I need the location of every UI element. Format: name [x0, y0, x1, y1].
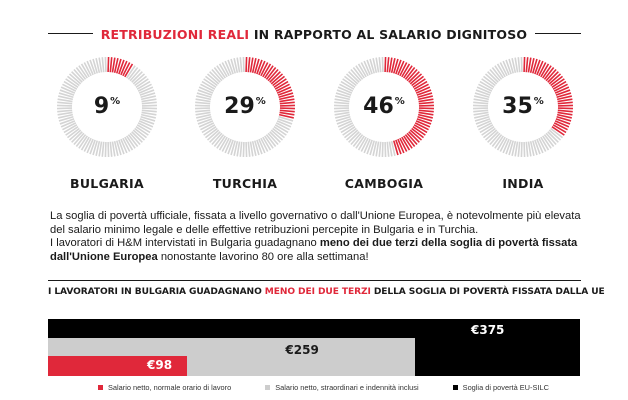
description-paragraph: La soglia di povertà ufficiale, fissata … [50, 210, 585, 264]
bar-label-0: €98 [147, 358, 173, 372]
chart-title: RETRIBUZIONI REALI IN RAPPORTO AL SALARI… [0, 26, 628, 44]
legend-item-2: Soglia di povertà EU-SILC [452, 383, 549, 392]
donut-turchia [194, 56, 296, 158]
bar-title-highlight: MENO DEI DUE TERZI [264, 287, 371, 297]
donut-value-turchia: 29% [224, 94, 266, 119]
donut-label-turchia: TURCHIA [212, 176, 278, 191]
donut-label-bulgaria: BULGARIA [70, 176, 144, 191]
paragraph-line-2: I lavoratori di H&M intervistati in Bulg… [50, 237, 578, 263]
donut-value-bulgaria: 9% [93, 94, 121, 119]
donut-bulgaria [56, 56, 158, 158]
legend-swatch-0 [98, 385, 103, 390]
donut-india [472, 56, 574, 158]
donut-cambogia [333, 56, 435, 158]
title-rest: IN RAPPORTO AL SALARIO DIGNITOSO [253, 27, 528, 42]
donut-label-cambogia: CAMBOGIA [344, 176, 424, 191]
legend-swatch-1 [265, 385, 271, 390]
paragraph-line-1: La soglia di povertà ufficiale, fissata … [50, 210, 581, 236]
bar-salario-netto [48, 356, 188, 376]
donut-value-cambogia: 46% [363, 94, 405, 119]
middle-rule [48, 280, 581, 281]
donut-label-india: INDIA [502, 176, 544, 191]
bar-chart-title: I LAVORATORI IN BULGARIA GUADAGNANO MENO… [48, 287, 605, 297]
title-highlight: RETRIBUZIONI REALI [100, 27, 250, 42]
paragraph-emphasis: meno dei due terzi della soglia di pover… [50, 237, 578, 263]
legend: Salario netto, normale orario di lavoro S… [98, 383, 583, 392]
legend-item-1: Salario netto, straordinari e indennità … [265, 383, 419, 392]
legend-swatch-2 [452, 385, 458, 390]
bar-label-1: €259 [285, 343, 319, 357]
bar-label-2: €375 [471, 323, 505, 337]
donut-charts [56, 56, 574, 158]
legend-item-0: Salario netto, normale orario di lavoro [98, 383, 231, 392]
donut-value-india: 35% [502, 94, 544, 119]
